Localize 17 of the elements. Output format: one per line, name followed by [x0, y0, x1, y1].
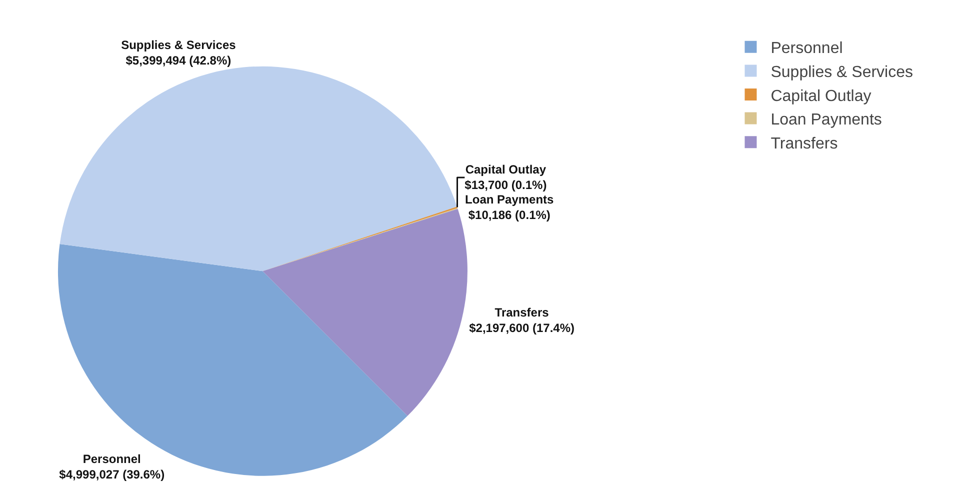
- slice-label: Supplies & Services: [121, 38, 236, 52]
- slice-label: Loan Payments: [465, 192, 554, 206]
- data-label: $13,700 (0.1%): [464, 178, 547, 192]
- legend-label: Capital Outlay: [770, 88, 872, 105]
- data-label: $4,999,027 (39.6%): [59, 467, 165, 482]
- legend-label: Personnel: [770, 40, 843, 58]
- slice-label: Transfers: [494, 306, 550, 320]
- legend-label: Supplies & Services: [770, 64, 914, 81]
- data-label: $5,399,494 (42.8%): [126, 53, 232, 68]
- legend-label: Loan Payments: [770, 112, 882, 129]
- data-label: $10,186 (0.1%): [468, 208, 550, 222]
- pie-slice: [262, 208, 468, 416]
- data-label: $2,197,600 (17.4%): [469, 321, 575, 336]
- slice-label: Capital Outlay: [465, 162, 546, 177]
- slice-label: Personnel: [82, 452, 141, 466]
- legend-label: Transfers: [770, 135, 838, 152]
- pie-slice: [60, 66, 458, 272]
